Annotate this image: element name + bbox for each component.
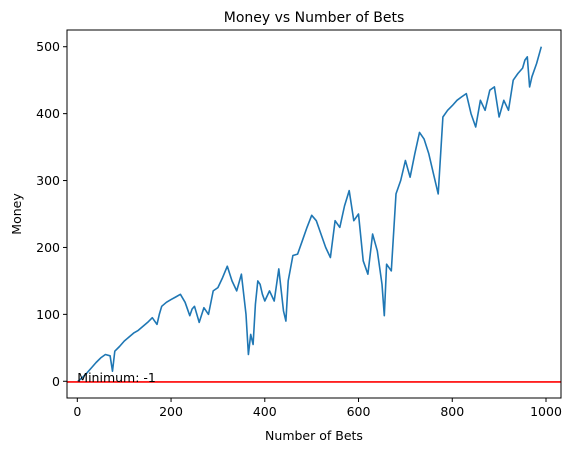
plot-data-layer bbox=[67, 46, 561, 383]
x-axis-title: Number of Bets bbox=[265, 428, 363, 443]
x-tick-label: 0 bbox=[73, 404, 81, 419]
x-tick-label: 1000 bbox=[530, 404, 562, 419]
plot-frame bbox=[66, 29, 562, 399]
y-axis-ticks: 0 100 200 300 400 500 bbox=[36, 39, 67, 389]
y-tick-label: 100 bbox=[36, 307, 60, 322]
y-tick-label: 500 bbox=[36, 39, 60, 54]
x-tick-label: 800 bbox=[440, 404, 464, 419]
y-axis-title: Money bbox=[9, 193, 24, 235]
minimum-annotation: Minimum: -1 bbox=[77, 370, 156, 385]
y-tick-label: 0 bbox=[52, 374, 60, 389]
y-tick-label: 200 bbox=[36, 240, 60, 255]
y-tick-label: 300 bbox=[36, 173, 60, 188]
x-axis-ticks: 0 200 400 600 800 1000 bbox=[73, 398, 562, 419]
y-tick-label: 400 bbox=[36, 106, 60, 121]
series-line bbox=[76, 46, 543, 383]
x-tick-label: 200 bbox=[159, 404, 183, 419]
chart-title: Money vs Number of Bets bbox=[224, 10, 405, 26]
x-tick-label: 400 bbox=[253, 404, 277, 419]
x-tick-label: 600 bbox=[347, 404, 371, 419]
